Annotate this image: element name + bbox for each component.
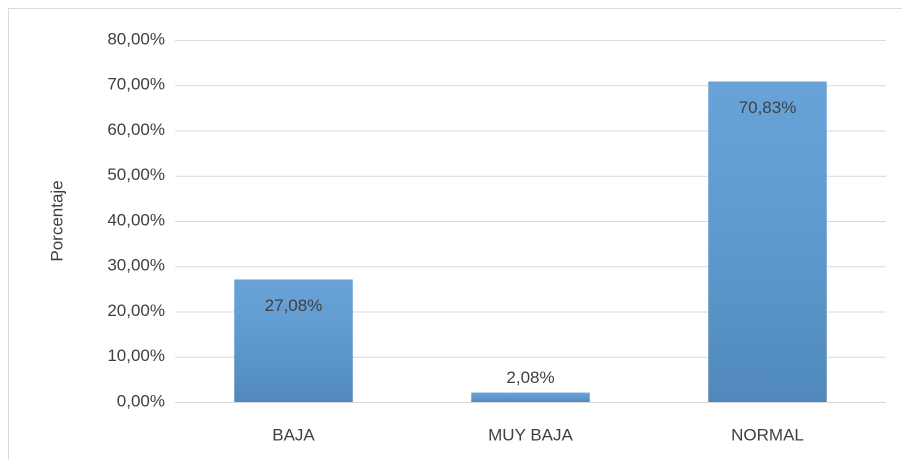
bar-shade [708,81,827,402]
data-label: 27,08% [265,296,323,315]
x-tick-label: MUY BAJA [488,425,573,444]
chart-frame [8,8,902,460]
y-axis-title: Porcentaje [47,180,66,261]
y-tick-label: 10,00% [107,346,165,365]
data-label: 70,83% [739,98,797,117]
y-tick-label: 50,00% [107,165,165,184]
y-tick-label: 60,00% [107,120,165,139]
y-tick-label: 80,00% [107,29,165,48]
y-tick-label: 70,00% [107,75,165,94]
x-tick-label: NORMAL [731,425,804,444]
data-label: 2,08% [506,368,554,387]
y-tick-label: 40,00% [107,210,165,229]
bar-shade [234,279,353,402]
y-tick-label: 0,00% [117,391,165,410]
y-tick-label: 30,00% [107,256,165,275]
y-tick-label: 20,00% [107,301,165,320]
x-tick-label: BAJA [272,425,315,444]
bar-shade [471,392,590,402]
